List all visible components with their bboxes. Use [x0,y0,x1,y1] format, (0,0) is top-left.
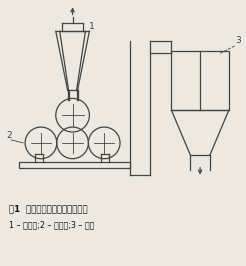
Text: 图1  振动磨机开路工艺粉碎流程: 图1 振动磨机开路工艺粉碎流程 [9,204,88,213]
Text: 3: 3 [236,36,242,45]
Bar [19,162,130,168]
Text: 2: 2 [6,131,12,140]
Bar [171,51,229,110]
Text: 1 – 进料斗;2 – 振动磨;3 – 料斗: 1 – 进料斗;2 – 振动磨;3 – 料斗 [9,220,95,229]
Text: 1: 1 [89,22,95,31]
